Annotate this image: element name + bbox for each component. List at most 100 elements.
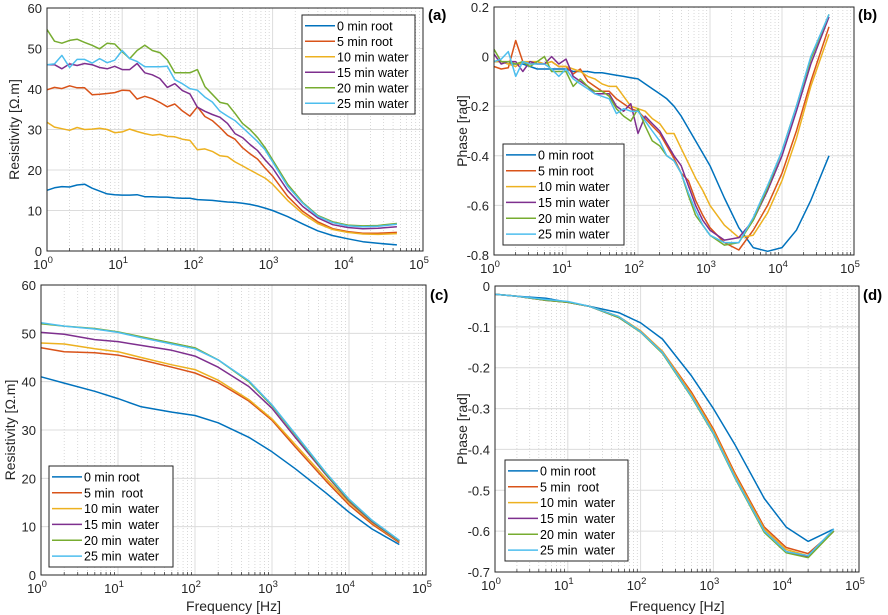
legend-label: 10 min water — [538, 180, 610, 194]
y-tick-label: -0.2 — [468, 361, 490, 376]
x-tick-label: 105 — [845, 576, 865, 593]
legend: 0 min root 5 min root 10 min water 15 min w… — [48, 465, 174, 568]
y-axis-label: Phase [rad] — [454, 393, 470, 465]
y-tick-label: 0 — [35, 244, 42, 259]
legend: 0 min root 5 min root 10 min water 15 min w… — [504, 459, 629, 562]
legend-box — [504, 459, 629, 562]
y-axis-label: Resistivity [Ω.m] — [6, 79, 22, 180]
x-tick-base: 10 — [335, 581, 349, 596]
x-tick-label: 103 — [700, 576, 720, 593]
x-tick-base: 10 — [108, 257, 122, 272]
x-tick-base: 10 — [409, 257, 423, 272]
axes-box — [494, 285, 860, 573]
y-tick-label: -0.3 — [468, 402, 490, 417]
y-tick-label: -0.6 — [467, 198, 489, 213]
y-tick-label: -0.1 — [468, 320, 490, 335]
x-tick-exponent: 2 — [639, 259, 644, 270]
series-line-0min — [46, 183, 397, 246]
x-tick-label: 101 — [104, 579, 124, 596]
axes-box — [46, 7, 424, 252]
legend-label: 15 min water — [337, 66, 409, 80]
legend-label: 10 min water — [540, 496, 615, 510]
x-tick-label: 102 — [184, 255, 204, 272]
y-tick-label: 10 — [28, 204, 42, 219]
panel-label: (a) — [428, 7, 446, 24]
x-tick-base: 10 — [481, 578, 495, 593]
x-tick-exponent: 4 — [348, 255, 353, 266]
axes-box — [493, 6, 855, 256]
x-tick-base: 10 — [480, 261, 494, 276]
y-tick-label: 0 — [482, 50, 489, 65]
series-line-20min — [46, 29, 397, 227]
x-tick-exponent: 0 — [496, 576, 501, 587]
x-tick-base: 10 — [184, 257, 198, 272]
x-tick-label: 103 — [696, 259, 716, 276]
y-tick-label: -0.8 — [467, 248, 489, 263]
x-tick-exponent: 1 — [568, 576, 573, 587]
x-axis-label: Frequency [Hz] — [186, 598, 281, 614]
x-tick-base: 10 — [104, 581, 118, 596]
y-tick-label: -0.7 — [468, 565, 490, 580]
legend-label: 20 min water — [84, 534, 159, 548]
panel-label: (d) — [863, 287, 882, 304]
legend-label: 20 min water — [337, 81, 409, 95]
x-tick-exponent: 4 — [783, 259, 788, 270]
y-tick-label: 40 — [22, 375, 36, 390]
x-tick-exponent: 5 — [427, 579, 432, 590]
x-tick-label: 103 — [259, 255, 279, 272]
y-tick-label: 50 — [22, 326, 36, 341]
legend-label: 25 min water — [538, 228, 610, 242]
y-axis-label: Resistivity [Ω.m] — [2, 380, 18, 481]
legend-label: 5 min root — [84, 486, 144, 500]
x-tick-label: 101 — [108, 255, 128, 272]
series-line-25min — [493, 14, 830, 244]
x-tick-label: 104 — [334, 255, 354, 272]
y-tick-label: 50 — [28, 42, 42, 57]
series-line-0min — [40, 376, 400, 546]
legend-label: 5 min root — [337, 35, 393, 49]
legend-label: 0 min root — [84, 470, 140, 484]
y-tick-label: -0.4 — [467, 149, 489, 164]
legend-box — [48, 465, 174, 568]
series-line-10min — [46, 121, 397, 236]
series-line-25min — [40, 321, 400, 541]
legend-label: 10 min water — [337, 50, 409, 64]
legend-label: 0 min root — [540, 464, 596, 478]
series-line-5min — [40, 347, 400, 544]
series-line-0min — [494, 60, 830, 253]
series-line-25min — [46, 49, 397, 228]
y-tick-label: 20 — [22, 471, 36, 486]
x-tick-base: 10 — [259, 257, 273, 272]
x-tick-base: 10 — [696, 261, 710, 276]
x-tick-label: 100 — [481, 576, 501, 593]
series-line-20min — [493, 14, 830, 246]
x-tick-exponent: 3 — [711, 259, 716, 270]
y-tick-label: -0.2 — [467, 99, 489, 114]
series-line-15min — [47, 62, 397, 230]
x-tick-exponent: 5 — [855, 259, 860, 270]
x-tick-label: 104 — [768, 259, 788, 276]
x-tick-exponent: 2 — [641, 576, 646, 587]
y-tick-label: 40 — [28, 82, 42, 97]
y-tick-label: -0.5 — [468, 483, 490, 498]
y-tick-label: 30 — [22, 423, 36, 438]
y-tick-label: -0.4 — [468, 442, 490, 457]
legend-label: 25 min water — [84, 550, 159, 564]
x-tick-base: 10 — [258, 581, 272, 596]
axes-box — [40, 284, 427, 576]
legend: 0 min root 5 min root 10 min water 15 min w… — [502, 143, 625, 246]
y-tick-label: 60 — [22, 278, 36, 293]
legend-box — [502, 143, 625, 246]
x-tick-exponent: 5 — [424, 255, 429, 266]
series-line-10min — [40, 342, 400, 543]
x-tick-base: 10 — [554, 578, 568, 593]
y-tick-label: 30 — [28, 123, 42, 138]
x-tick-base: 10 — [33, 257, 47, 272]
legend-label: 25 min water — [540, 544, 615, 558]
x-tick-label: 103 — [258, 579, 278, 596]
x-tick-base: 10 — [27, 581, 41, 596]
x-tick-base: 10 — [845, 578, 859, 593]
x-tick-label: 102 — [627, 576, 647, 593]
panel-label: (c) — [430, 287, 448, 304]
